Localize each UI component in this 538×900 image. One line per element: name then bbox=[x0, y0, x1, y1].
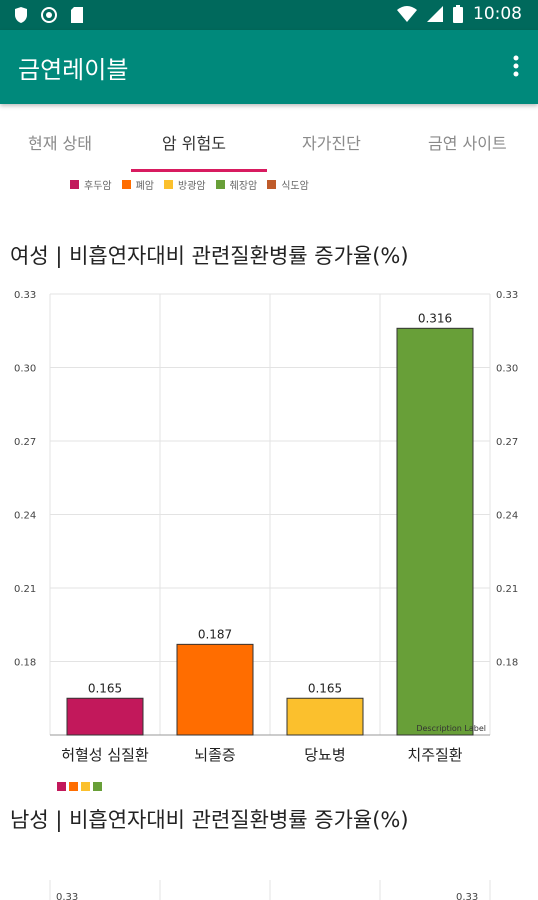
mini-legend bbox=[57, 782, 102, 791]
tab-quit-smoking-sites[interactable]: 금연 사이트 bbox=[428, 134, 507, 153]
y-tick-label-left: 0.27 bbox=[14, 437, 36, 448]
y-tick-label-right: 0.33 bbox=[496, 290, 518, 301]
legend-swatch bbox=[164, 179, 174, 189]
mini-legend-swatch bbox=[57, 782, 66, 791]
tab-cancer-risk[interactable]: 암 위험도 bbox=[162, 134, 226, 153]
legend-item: 췌장암 bbox=[215, 177, 258, 192]
y-tick-label-right: 0.24 bbox=[496, 511, 518, 522]
female-bar-chart: 0.18 0.18 0.21 0.21 0.24 0.24 0.27 0.27 0.30 0.30… bbox=[14, 290, 518, 764]
y-tick-label-right: 0.30 bbox=[496, 364, 518, 375]
wifi-icon bbox=[397, 6, 417, 22]
bar-value-label: 0.165 bbox=[88, 681, 122, 695]
legend-swatch bbox=[215, 179, 225, 189]
signal-icon bbox=[427, 6, 443, 22]
y-tick-label-right: 0.21 bbox=[496, 584, 518, 595]
legend-label: 후두암 bbox=[84, 180, 112, 192]
description-label: Description Label bbox=[416, 724, 486, 733]
tab-current-status[interactable]: 현재 상태 bbox=[28, 134, 92, 153]
bar bbox=[66, 697, 144, 736]
chart-title-male: 남성 | 비흡연자대비 관련질환병률 증가율(%) bbox=[10, 808, 409, 832]
y-tick-label-left: 0.18 bbox=[14, 658, 36, 669]
mini-legend-swatch bbox=[69, 782, 78, 791]
mini-legend-swatch bbox=[81, 782, 90, 791]
more-options-icon[interactable] bbox=[512, 54, 520, 78]
chart-legend: 후두암 폐암 방광암 췌장암 식도암 bbox=[70, 177, 309, 192]
x-category-label: 치주질환 bbox=[407, 746, 462, 764]
legend-label: 췌장암 bbox=[229, 180, 258, 192]
y-tick-label-right: 0.18 bbox=[496, 658, 518, 669]
y-tick-label-left: 0.33 bbox=[56, 892, 78, 900]
legend-swatch bbox=[70, 179, 79, 189]
bar bbox=[396, 327, 474, 736]
bar-value-label: 0.187 bbox=[198, 627, 232, 641]
x-category-label: 당뇨병 bbox=[304, 746, 345, 764]
y-tick-label-left: 0.24 bbox=[14, 511, 36, 522]
legend-item: 폐암 bbox=[121, 177, 155, 192]
legend-item: 식도암 bbox=[267, 177, 309, 192]
legend-label: 방광암 bbox=[178, 180, 206, 192]
app-title: 금연레이블 bbox=[18, 56, 129, 84]
clock: 10:08 bbox=[473, 4, 522, 24]
mini-legend-swatch bbox=[93, 782, 102, 791]
bar bbox=[286, 697, 364, 736]
x-category-label: 뇌졸증 bbox=[194, 746, 235, 764]
bar bbox=[176, 643, 254, 736]
sync-icon bbox=[41, 7, 57, 23]
y-tick-label-left: 0.33 bbox=[14, 290, 36, 301]
bar-value-label: 0.165 bbox=[308, 681, 342, 695]
sd-card-icon bbox=[71, 7, 83, 23]
legend-item: 방광암 bbox=[164, 177, 206, 192]
app-bar: 금연레이블 bbox=[0, 30, 538, 104]
bar-value-label: 0.316 bbox=[418, 311, 452, 325]
legend-item: 후두암 bbox=[70, 177, 112, 192]
male-bar-chart: 0.33 0.33 bbox=[49, 880, 491, 900]
y-tick-label-right: 0.33 bbox=[456, 892, 478, 900]
chart-title-female: 여성 | 비흡연자대비 관련질환병률 증가율(%) bbox=[10, 244, 409, 268]
legend-label: 식도암 bbox=[281, 180, 309, 192]
battery-icon bbox=[453, 5, 463, 23]
y-tick-label-right: 0.27 bbox=[496, 437, 518, 448]
legend-label: 폐암 bbox=[135, 180, 155, 192]
legend-swatch bbox=[121, 179, 131, 189]
status-bar: 10:08 bbox=[0, 0, 538, 30]
y-tick-label-left: 0.21 bbox=[14, 584, 36, 595]
shield-icon bbox=[15, 7, 27, 23]
y-tick-label-left: 0.30 bbox=[14, 364, 36, 375]
tab-bar: 현재 상태 암 위험도 자가진단 금연 사이트 bbox=[0, 104, 538, 172]
legend-swatch bbox=[267, 179, 277, 189]
tab-indicator bbox=[131, 169, 267, 172]
x-category-label: 허혈성 심질환 bbox=[61, 746, 149, 764]
tab-self-diagnosis[interactable]: 자가진단 bbox=[302, 134, 361, 153]
